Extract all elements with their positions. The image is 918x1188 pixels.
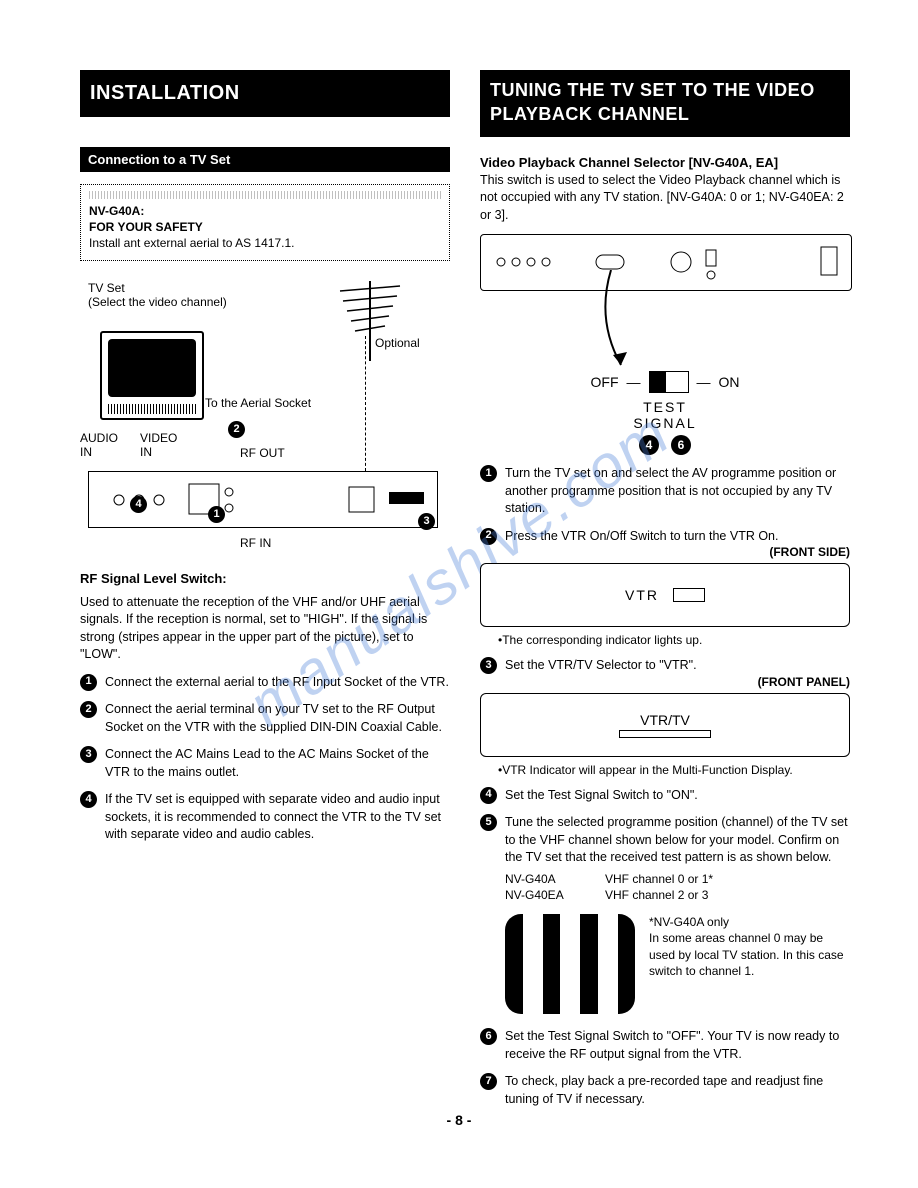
vtr-tv-label: VTR/TV [619, 712, 711, 728]
vtr-tv-box: VTR/TV [480, 693, 850, 757]
note-indicator: •The corresponding indicator lights up. [480, 633, 850, 647]
right-column: TUNING THE TV SET TO THE VIDEO PLAYBACK … [480, 70, 850, 1108]
right-step-4: 4 Set the Test Signal Switch to "ON". [480, 787, 850, 805]
right-step-3-text: Set the VTR/TV Selector to "VTR". [505, 657, 850, 675]
label-front-panel: (FRONT PANEL) [480, 675, 850, 689]
right-step-7: 7 To check, play back a pre-recorded tap… [480, 1073, 850, 1108]
diagram-marker-2: 2 [228, 421, 245, 438]
safety-box: NV-G40A: FOR YOUR SAFETY Install ant ext… [80, 184, 450, 261]
selector-text: This switch is used to select the Video … [480, 172, 850, 225]
left-step-1-text: Connect the external aerial to the RF In… [105, 674, 450, 692]
heading-installation: INSTALLATION [80, 70, 450, 117]
r-marker-1: 1 [480, 465, 497, 482]
label-on: ON [719, 374, 740, 390]
label-rf-out: RF OUT [240, 446, 285, 460]
selector-title: Video Playback Channel Selector [NV-G40A… [480, 155, 850, 170]
heading-tuning: TUNING THE TV SET TO THE VIDEO PLAYBACK … [480, 70, 850, 137]
right-step-1-text: Turn the TV set on and select the AV pro… [505, 465, 850, 518]
tv-connection-diagram: TV Set (Select the video channel) Option… [80, 281, 450, 551]
right-step-5: 5 Tune the selected programme position (… [480, 814, 850, 904]
vtr-tv-underline [619, 730, 711, 738]
label-test-signal: TEST SIGNAL [480, 399, 850, 431]
r-marker-7: 7 [480, 1073, 497, 1090]
left-step-2: 2 Connect the aerial terminal on your TV… [80, 701, 450, 736]
left-step-1: 1 Connect the external aerial to the RF … [80, 674, 450, 692]
model-0-name: NV-G40A [505, 871, 605, 888]
label-audio-in: AUDIO IN [80, 431, 118, 459]
right-step-5-text: Tune the selected programme position (ch… [505, 814, 850, 904]
model-1-channel: VHF channel 2 or 3 [605, 887, 708, 904]
safety-title: FOR YOUR SAFETY [89, 219, 441, 235]
manual-page: manualshive.com INSTALLATION Connection … [0, 0, 918, 1138]
step-marker-2: 2 [80, 701, 97, 718]
switch-graphic [649, 371, 689, 393]
right-step-3: 3 Set the VTR/TV Selector to "VTR". [480, 657, 850, 675]
left-step-3-text: Connect the AC Mains Lead to the AC Main… [105, 746, 450, 781]
test-pattern-note: *NV-G40A only In some areas channel 0 ma… [649, 914, 850, 979]
optional-line [365, 336, 366, 471]
left-step-3: 3 Connect the AC Mains Lead to the AC Ma… [80, 746, 450, 781]
label-optional: Optional [375, 336, 420, 350]
r-marker-5: 5 [480, 814, 497, 831]
arrow-to-switch [591, 270, 651, 380]
r-marker-4: 4 [480, 787, 497, 804]
switch-marker-4: 4 [639, 435, 659, 455]
tv-body [100, 331, 204, 420]
model-0-channel: VHF channel 0 or 1* [605, 871, 713, 888]
left-step-2-text: Connect the aerial terminal on your TV s… [105, 701, 450, 736]
diagram-marker-1: 1 [208, 506, 225, 523]
step-marker-4: 4 [80, 791, 97, 808]
tv-controls [108, 404, 196, 414]
rf-switch-text: Used to attenuate the reception of the V… [80, 594, 450, 664]
left-column: INSTALLATION Connection to a TV Set NV-G… [80, 70, 450, 1108]
vtr-top-panel [480, 234, 852, 291]
subheading-connection: Connection to a TV Set [80, 147, 450, 172]
vtr-button-rect [673, 588, 705, 602]
test-pattern-graphic [505, 914, 635, 1014]
noise-bar [89, 191, 441, 199]
tv-screen [108, 339, 196, 397]
r-marker-3: 3 [480, 657, 497, 674]
right-step-2: 2 Press the VTR On/Off Switch to turn th… [480, 528, 850, 546]
label-tvset: TV Set (Select the video channel) [88, 281, 227, 309]
diagram-marker-3: 3 [418, 513, 435, 530]
model-1-name: NV-G40EA [505, 887, 605, 904]
vtr-label: VTR [625, 587, 659, 603]
r-marker-6: 6 [480, 1028, 497, 1045]
test-signal-switch: OFF — — ON TEST SIGNAL 4 6 [480, 371, 850, 455]
right-step-1: 1 Turn the TV set on and select the AV p… [480, 465, 850, 518]
right-step-4-text: Set the Test Signal Switch to "ON". [505, 787, 850, 805]
vtr-front-side-box: VTR [480, 563, 850, 627]
switch-marker-6: 6 [671, 435, 691, 455]
step-marker-3: 3 [80, 746, 97, 763]
label-front-side: (FRONT SIDE) [480, 545, 850, 559]
label-to-aerial: To the Aerial Socket [205, 396, 311, 410]
right-step-6-text: Set the Test Signal Switch to "OFF". You… [505, 1028, 850, 1063]
note-vtr-indicator: •VTR Indicator will appear in the Multi-… [480, 763, 850, 777]
diagram-marker-4: 4 [130, 496, 147, 513]
page-number: - 8 - [447, 1112, 472, 1128]
right-step-6: 6 Set the Test Signal Switch to "OFF". Y… [480, 1028, 850, 1063]
step-marker-1: 1 [80, 674, 97, 691]
label-rf-in: RF IN [240, 536, 271, 550]
rf-switch-title: RF Signal Level Switch: [80, 571, 450, 586]
label-video-in: VIDEO IN [140, 431, 177, 459]
left-step-4: 4 If the TV set is equipped with separat… [80, 791, 450, 844]
left-step-4-text: If the TV set is equipped with separate … [105, 791, 450, 844]
r-marker-2: 2 [480, 528, 497, 545]
safety-text: Install ant external aerial to AS 1417.1… [89, 235, 441, 251]
safety-model: NV-G40A: [89, 203, 441, 219]
right-step-2-text: Press the VTR On/Off Switch to turn the … [505, 528, 850, 546]
right-step-7-text: To check, play back a pre-recorded tape … [505, 1073, 850, 1108]
